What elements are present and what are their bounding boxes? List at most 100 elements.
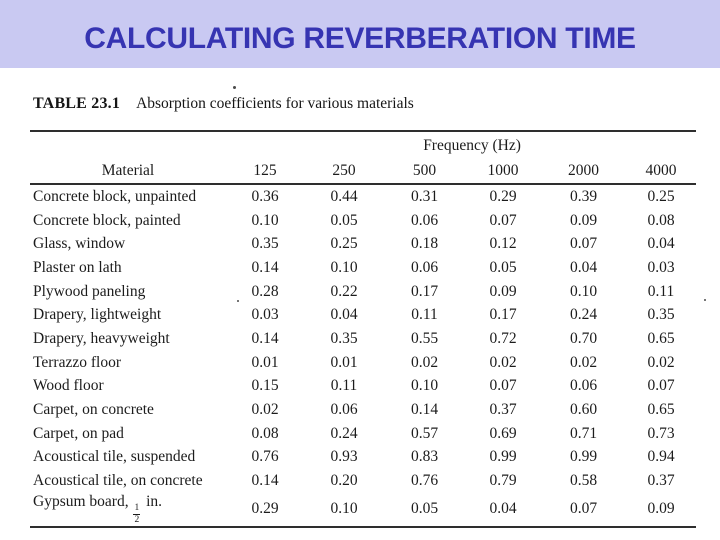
coefficient-cell: 0.04 — [330, 306, 358, 324]
coefficient-cell: 0.03 — [647, 258, 675, 276]
coefficient-cell: 0.12 — [489, 235, 517, 253]
coefficient-cell: 0.55 — [410, 329, 439, 347]
column-header-row: Material 125 250 500 1000 2000 4000 — [30, 159, 697, 185]
coefficient-cell: 0.05 — [489, 258, 517, 276]
column-header-4000: 4000 — [626, 159, 697, 185]
scan-speck — [704, 299, 706, 301]
table-row: Wood floor 0.15 0.11 0.10 0.07 0.06 0.07 — [30, 375, 696, 399]
coefficient-cell: 0.07 — [569, 500, 598, 518]
coefficient-cell: 0.17 — [489, 306, 517, 324]
coefficient-cell: 0.09 — [569, 211, 598, 229]
coefficient-cell: 0.24 — [569, 306, 598, 324]
coefficient-cell: 0.11 — [330, 377, 358, 395]
coefficient-cell: 0.02 — [569, 353, 598, 371]
coefficient-cell: 0.06 — [410, 211, 439, 229]
column-header-1000: 1000 — [465, 159, 541, 185]
table-row: Drapery, heavyweight 0.14 0.35 0.55 0.72 0.70… — [30, 327, 696, 351]
table-label: TABLE 23.1 — [33, 95, 121, 112]
coefficient-cell: 0.35 — [647, 306, 675, 324]
coefficient-cell: 0.18 — [410, 235, 439, 253]
coefficient-cell: 0.06 — [330, 401, 358, 419]
table-row: Concrete block, unpainted 0.36 0.44 0.31 0.2… — [30, 184, 696, 209]
coefficient-cell: 0.11 — [647, 282, 675, 300]
coefficient-cell: 0.76 — [251, 448, 279, 466]
material-cell: Drapery, heavyweight — [33, 329, 170, 347]
coefficient-cell: 0.14 — [251, 258, 279, 276]
coefficient-cell: 0.10 — [410, 377, 439, 395]
coefficient-cell: 0.93 — [330, 448, 358, 466]
coefficient-cell: 0.02 — [251, 401, 279, 419]
frequency-header: Frequency (Hz) — [423, 136, 521, 154]
coefficient-cell: 0.14 — [410, 401, 439, 419]
table-row: Acoustical tile, suspended 0.76 0.93 0.83 0.… — [30, 446, 696, 470]
column-header-500: 500 — [384, 159, 465, 185]
material-cell: Plywood paneling — [33, 282, 146, 300]
coefficient-cell: 0.28 — [251, 282, 279, 300]
table-caption: TABLE 23.1 Absorption coefficients for va… — [30, 95, 696, 130]
coefficient-cell: 0.15 — [251, 377, 279, 395]
coefficient-cell: 0.79 — [489, 472, 517, 490]
coefficient-cell: 0.44 — [330, 187, 358, 205]
coefficient-cell: 0.99 — [489, 448, 517, 466]
table-scan: TABLE 23.1 Absorption coefficients for va… — [30, 95, 697, 528]
material-cell: Glass, window — [33, 235, 126, 253]
coefficient-cell: 0.14 — [251, 329, 279, 347]
table-row: Plaster on lath 0.14 0.10 0.06 0.05 0.04 0.03 — [30, 256, 696, 280]
coefficient-cell: 0.10 — [569, 282, 598, 300]
coefficient-cell: 0.05 — [410, 500, 439, 518]
table-row: Carpet, on pad 0.08 0.24 0.57 0.69 0.71 0.73 — [30, 422, 696, 446]
coefficient-cell: 0.25 — [647, 187, 675, 205]
coefficient-cell: 0.70 — [569, 329, 598, 347]
coefficient-cell: 0.73 — [647, 424, 675, 442]
coefficient-cell: 0.37 — [647, 472, 675, 490]
coefficient-cell: 0.09 — [489, 282, 517, 300]
coefficient-cell: 0.01 — [251, 353, 279, 371]
coefficient-cell: 0.09 — [647, 500, 675, 518]
coefficient-cell: 0.24 — [330, 424, 358, 442]
table-row: Carpet, on concrete 0.02 0.06 0.14 0.37 0.60 0… — [30, 398, 696, 422]
empty-header-cell — [30, 131, 226, 159]
coefficient-cell: 0.22 — [330, 282, 358, 300]
coefficient-cell: 0.35 — [330, 329, 358, 347]
coefficient-cell: 0.65 — [647, 401, 675, 419]
table-row: Plywood paneling 0.28 0.22 0.17 0.09 0.10 0.11 — [30, 280, 696, 304]
material-cell: Concrete block, painted — [33, 211, 181, 229]
coefficient-cell: 0.08 — [251, 424, 279, 442]
coefficient-cell: 0.58 — [569, 472, 598, 490]
coefficient-cell: 0.07 — [489, 211, 517, 229]
material-cell: Terrazzo floor — [33, 353, 121, 371]
coefficient-cell: 0.06 — [410, 258, 439, 276]
coefficient-cell: 0.31 — [410, 187, 439, 205]
coefficient-cell: 0.94 — [647, 448, 675, 466]
coefficient-cell: 0.65 — [647, 329, 675, 347]
coefficient-cell: 0.07 — [569, 235, 598, 253]
coefficient-cell: 0.07 — [489, 377, 517, 395]
coefficient-cell: 0.60 — [569, 401, 598, 419]
material-cell: Acoustical tile, on concrete — [33, 472, 203, 490]
coefficient-cell: 0.76 — [410, 472, 439, 490]
column-header-2000: 2000 — [541, 159, 626, 185]
coefficient-cell: 0.10 — [251, 211, 279, 229]
coefficient-cell: 0.10 — [330, 500, 358, 518]
scan-speck — [233, 86, 236, 89]
material-cell: Wood floor — [33, 377, 104, 395]
coefficient-cell: 0.20 — [330, 472, 358, 490]
coefficient-cell: 0.11 — [411, 306, 438, 324]
material-cell: Acoustical tile, suspended — [33, 448, 196, 466]
table-body: Concrete block, unpainted 0.36 0.44 0.31 0.2… — [30, 184, 696, 527]
coefficient-cell: 0.37 — [489, 401, 517, 419]
scan-speck — [237, 300, 239, 302]
coefficient-cell: 0.29 — [489, 187, 517, 205]
coefficient-cell: 0.04 — [647, 235, 675, 253]
column-header-125: 125 — [226, 159, 304, 185]
coefficient-cell: 0.07 — [647, 377, 675, 395]
coefficient-cell: 0.02 — [410, 353, 439, 371]
coefficient-cell: 0.72 — [489, 329, 517, 347]
coefficient-cell: 0.35 — [251, 235, 279, 253]
absorption-coefficients-table: Frequency (Hz) Material 125 250 500 1000… — [30, 130, 697, 528]
table-row: Acoustical tile, on concrete 0.14 0.20 0.76… — [30, 469, 696, 493]
